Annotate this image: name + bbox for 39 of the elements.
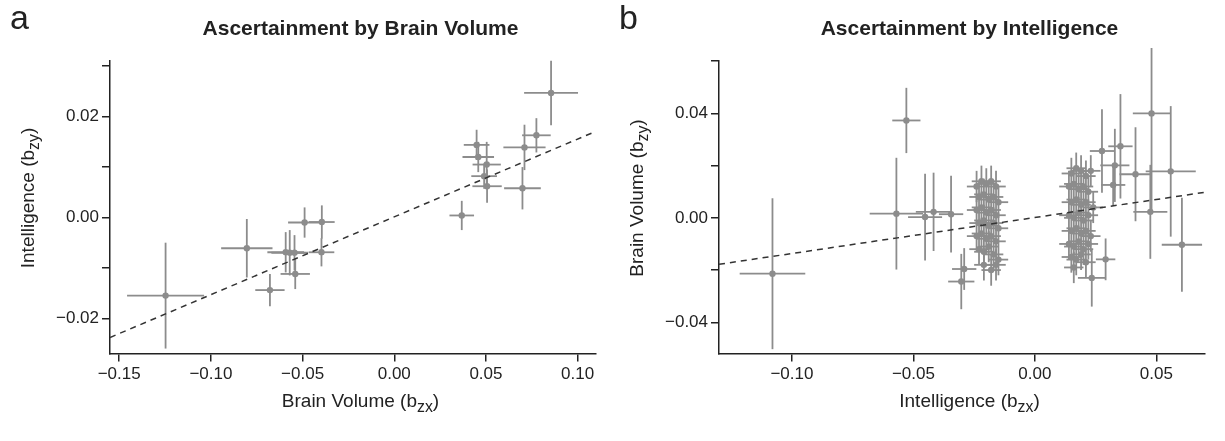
point bbox=[458, 212, 465, 219]
point bbox=[473, 141, 480, 149]
point bbox=[243, 245, 251, 252]
y-tick-label: −0.04 bbox=[665, 311, 709, 331]
point bbox=[318, 249, 325, 256]
y-tick-label: −0.02 bbox=[56, 308, 100, 327]
x-tick-label: 0.05 bbox=[469, 364, 503, 384]
y-tick-label: 0.02 bbox=[65, 106, 100, 126]
x-tick-label: −0.15 bbox=[97, 364, 141, 384]
point bbox=[301, 219, 308, 226]
x-tick-label: −0.10 bbox=[770, 364, 814, 384]
text: b bbox=[619, 0, 638, 37]
x-tick-label: −0.10 bbox=[189, 364, 233, 384]
x-tick-label: 0.00 bbox=[1018, 364, 1052, 384]
x-axis-title: Brain Volume (b$_{zx}$) bbox=[280, 390, 441, 416]
y-tick-label: 0.00 bbox=[65, 207, 100, 227]
y-tick-label: 0.00 bbox=[674, 207, 709, 227]
y-tick-label: 0.04 bbox=[674, 103, 709, 123]
point bbox=[533, 132, 540, 139]
point bbox=[291, 249, 298, 256]
point bbox=[475, 153, 482, 161]
chart-title: Ascertainment by Brain Volume bbox=[201, 16, 520, 40]
point bbox=[519, 185, 526, 192]
x-tick-label: 0.05 bbox=[1139, 364, 1173, 384]
point bbox=[547, 89, 555, 97]
point bbox=[318, 218, 326, 226]
point bbox=[266, 286, 274, 294]
point bbox=[483, 183, 491, 190]
x-tick-label: −0.05 bbox=[891, 364, 935, 384]
point bbox=[521, 144, 528, 151]
chart-title: Ascertainment by Intelligence bbox=[819, 16, 1120, 40]
x-tick-label: −0.05 bbox=[281, 364, 325, 384]
x-axis-title: Intelligence (b$_{zx}$) bbox=[898, 390, 1041, 416]
x-tick-label: 0.10 bbox=[561, 364, 595, 384]
point bbox=[483, 161, 490, 168]
text: a bbox=[10, 0, 29, 37]
x-tick-label: 0.00 bbox=[377, 364, 411, 384]
point bbox=[292, 270, 299, 278]
point bbox=[162, 292, 169, 299]
